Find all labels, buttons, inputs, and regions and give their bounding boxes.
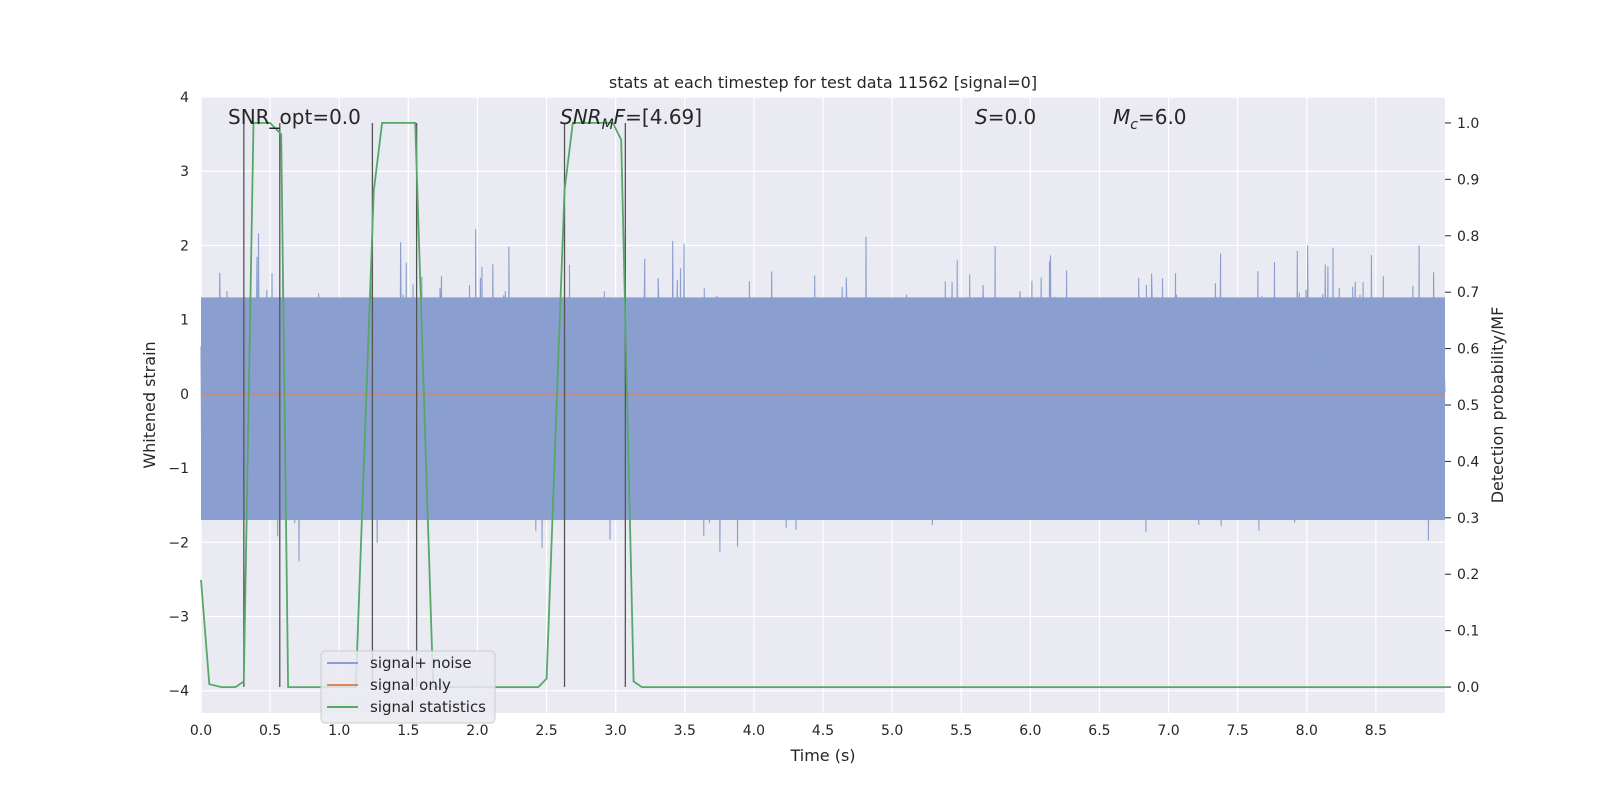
y-right-tick-label: 0.9	[1457, 172, 1479, 188]
x-tick-label: 0.0	[190, 723, 212, 739]
noise-trace	[200, 229, 1446, 562]
y-right-tick-label: 0.5	[1457, 398, 1479, 414]
y-left-tick-label: 2	[180, 238, 189, 254]
y-right-tick-label: 0.0	[1457, 680, 1479, 696]
y-right-tick-label: 0.6	[1457, 342, 1479, 358]
y-axis-left-ticks: 4 3 2 1 0 −1 −2 −3 −4	[168, 90, 189, 700]
x-tick-label: 7.0	[1157, 723, 1179, 739]
x-tick-label: 6.0	[1019, 723, 1041, 739]
y-left-tick-label: −2	[168, 535, 189, 551]
y-left-tick-label: 1	[180, 313, 189, 329]
x-tick-label: 1.0	[328, 723, 350, 739]
x-tick-label: 8.0	[1296, 723, 1318, 739]
y-right-tick-label: 0.8	[1457, 229, 1479, 245]
legend-label-signal-only: signal only	[370, 676, 451, 694]
legend-box	[320, 650, 496, 724]
x-tick-label: 0.5	[259, 723, 281, 739]
y-left-tick-label: −4	[168, 684, 189, 700]
annotation-snr-opt: SNR_opt=0.0	[228, 105, 361, 129]
y-right-tick-label: 0.3	[1457, 511, 1479, 527]
y-left-tick-label: 3	[180, 164, 189, 180]
y-right-tick-label: 0.7	[1457, 285, 1479, 301]
y-right-tick-label: 1.0	[1457, 116, 1479, 132]
x-tick-label: 4.5	[812, 723, 834, 739]
x-tick-label: 8.5	[1365, 723, 1387, 739]
legend-label-signal-noise: signal+ noise	[370, 654, 472, 672]
x-tick-label: 1.5	[397, 723, 419, 739]
x-tick-label: 5.0	[881, 723, 903, 739]
y-axis-right-ticks: 1.0 0.9 0.8 0.7 0.6 0.5 0.4 0.3 0.2 0.1 0.0	[1445, 116, 1479, 696]
x-tick-label: 2.0	[466, 723, 488, 739]
legend: signal+ noise signal only signal statist…	[320, 650, 496, 724]
y-right-tick-label: 0.2	[1457, 567, 1479, 583]
annotation-snr-mf: SNRMF=[4.69]	[560, 105, 702, 133]
x-tick-label: 3.5	[674, 723, 696, 739]
y-axis-right-label: Detection probability/MF	[1488, 307, 1507, 504]
x-tick-label: 5.5	[950, 723, 972, 739]
series-signal-statistics	[200, 122, 1445, 688]
x-tick-label: 2.5	[535, 723, 557, 739]
annotation-s: S=0.0	[975, 105, 1036, 129]
y-left-tick-label: −3	[168, 610, 189, 626]
x-axis-label: Time (s)	[789, 746, 855, 765]
series-signal-noise	[200, 229, 1446, 562]
annotation-mc: Mc=6.0	[1113, 105, 1187, 133]
x-axis-ticks: 0.0 0.5 1.0 1.5 2.0 2.5 3.0 3.5 4.0 4.5 5.0 5.5 6.0 6…	[190, 723, 1387, 739]
x-tick-label: 3.0	[605, 723, 627, 739]
y-right-tick-label: 0.1	[1457, 624, 1479, 640]
x-tick-label: 7.5	[1227, 723, 1249, 739]
chart-title: stats at each timestep for test data 115…	[609, 73, 1037, 92]
y-right-tick-label: 0.4	[1457, 454, 1479, 470]
y-axis-left-label: Whitened strain	[140, 341, 159, 468]
x-tick-label: 6.5	[1088, 723, 1110, 739]
y-left-tick-label: 0	[180, 387, 189, 403]
legend-label-signal-statistics: signal statistics	[370, 698, 486, 716]
x-tick-label: 4.0	[743, 723, 765, 739]
y-left-tick-label: −1	[168, 461, 189, 477]
y-left-tick-label: 4	[180, 90, 189, 106]
